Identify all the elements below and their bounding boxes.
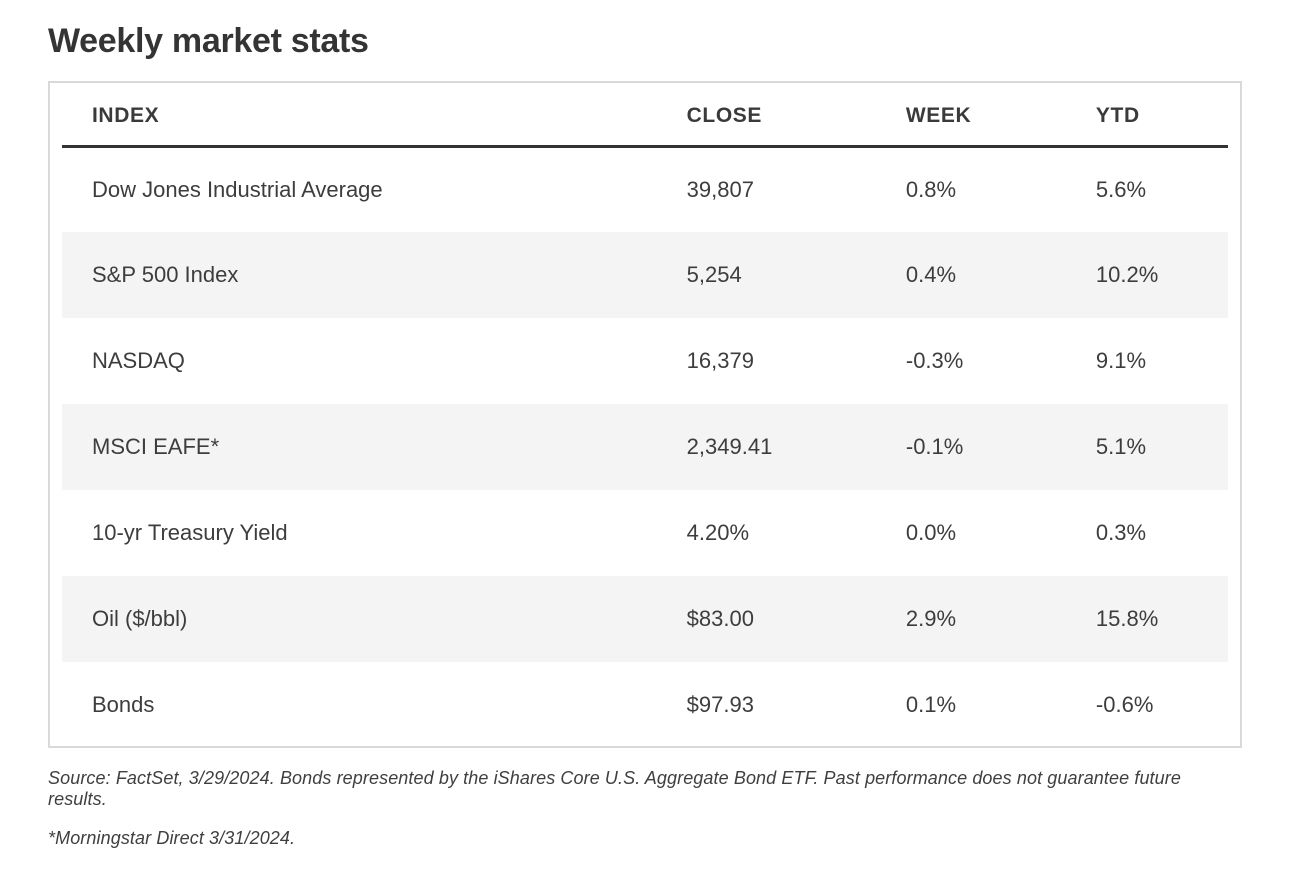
table-row: Dow Jones Industrial Average 39,807 0.8%… <box>62 146 1228 232</box>
table-header-row: INDEX CLOSE WEEK YTD <box>62 83 1228 148</box>
table-row: MSCI EAFE* 2,349.41 -0.1% 5.1% <box>62 404 1228 490</box>
footnotes: Source: FactSet, 3/29/2024. Bonds repres… <box>48 768 1242 849</box>
table-row: S&P 500 Index 5,254 0.4% 10.2% <box>62 232 1228 318</box>
cell-close: 39,807 <box>686 176 754 202</box>
cell-index: S&P 500 Index <box>92 262 239 287</box>
table-row: NASDAQ 16,379 -0.3% 9.1% <box>62 318 1228 404</box>
cell-ytd: 0.3% <box>1095 520 1147 545</box>
cell-ytd: 9.1% <box>1095 348 1147 373</box>
cell-index: Dow Jones Industrial Average <box>92 176 383 202</box>
column-header-close: CLOSE <box>656 83 876 148</box>
cell-week: 0.1% <box>905 692 957 717</box>
cell-ytd: 10.2% <box>1095 262 1159 287</box>
cell-week: -0.3% <box>905 348 964 373</box>
cell-week: 2.9% <box>905 606 957 631</box>
table-row: 10-yr Treasury Yield 4.20% 0.0% 0.3% <box>62 490 1228 576</box>
cell-week: 0.0% <box>905 520 957 545</box>
cell-ytd: 5.6% <box>1095 176 1147 202</box>
column-header-index: INDEX <box>62 83 657 148</box>
column-header-week: WEEK <box>875 83 1066 148</box>
asterisk-footnote: *Morningstar Direct 3/31/2024. <box>48 828 296 848</box>
cell-ytd: 15.8% <box>1095 606 1159 631</box>
cell-index: Oil ($/bbl) <box>92 606 188 631</box>
page: Weekly market stats INDEX CLOSE WEEK YTD… <box>48 22 1242 849</box>
column-header-ytd: YTD <box>1065 83 1228 148</box>
market-stats-table: INDEX CLOSE WEEK YTD Dow Jones Industria… <box>62 83 1228 748</box>
cell-close: 16,379 <box>686 348 754 373</box>
cell-index: 10-yr Treasury Yield <box>92 520 288 545</box>
cell-index: Bonds <box>92 692 155 717</box>
cell-index: MSCI EAFE* <box>92 434 220 459</box>
source-footnote: Source: FactSet, 3/29/2024. Bonds repres… <box>48 768 1181 809</box>
cell-ytd: 5.1% <box>1095 434 1147 459</box>
cell-close: $83.00 <box>686 606 754 631</box>
cell-close: 2,349.41 <box>686 434 773 459</box>
cell-week: 0.4% <box>905 262 957 287</box>
cell-close: 5,254 <box>686 262 742 287</box>
market-stats-card: INDEX CLOSE WEEK YTD Dow Jones Industria… <box>48 81 1242 748</box>
cell-index: NASDAQ <box>92 348 185 373</box>
cell-week: -0.1% <box>905 434 964 459</box>
cell-close: 4.20% <box>686 520 750 545</box>
cell-week: 0.8% <box>905 176 957 202</box>
cell-close: $97.93 <box>686 692 754 717</box>
cell-ytd: -0.6% <box>1095 692 1154 717</box>
table-row: Oil ($/bbl) $83.00 2.9% 15.8% <box>62 576 1228 662</box>
table-row: Bonds $97.93 0.1% -0.6% <box>62 662 1228 748</box>
page-title: Weekly market stats <box>48 22 369 60</box>
